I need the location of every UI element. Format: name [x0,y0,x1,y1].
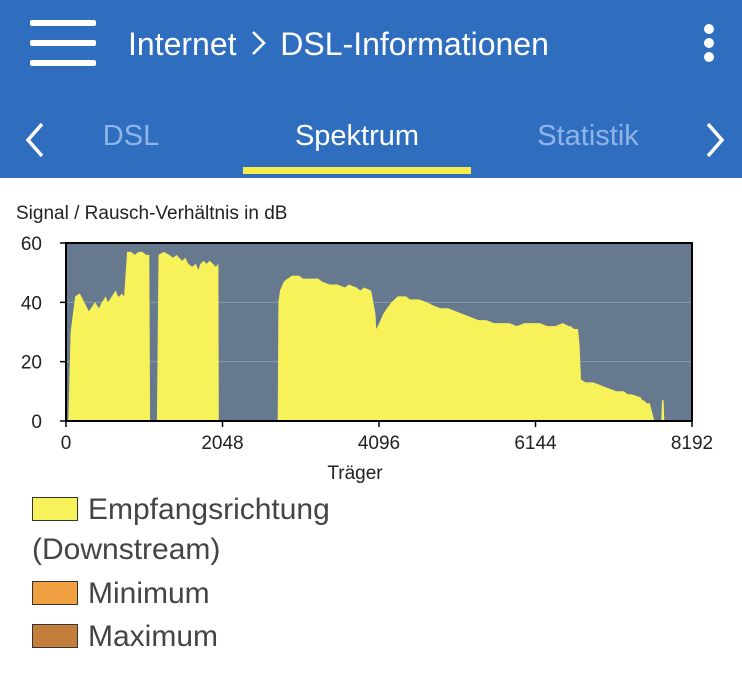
series-area-segment [661,400,665,421]
legend-item-downstream: Empfangsrichtung [32,493,330,527]
x-tick-label: 4096 [358,433,400,454]
breadcrumb: Internet DSL-Informationen [128,22,549,66]
tab-statistik[interactable]: Statistik [537,120,639,152]
chevron-right-icon [252,31,267,55]
y-tick-label: 60 [21,234,42,255]
tab-scroll-right-icon[interactable] [700,118,730,162]
legend-item-minimum: Minimum [32,577,210,611]
legend-label-maximum: Maximum [88,620,219,653]
x-axis-label: Träger [327,463,383,484]
tab-scroll-left-icon[interactable] [22,118,52,162]
x-tick-label: 8192 [671,433,713,454]
breadcrumb-parent[interactable]: Internet [128,26,237,62]
series-area-segment [277,275,655,421]
x-tick-label: 0 [61,433,72,454]
tab-dsl[interactable]: DSL [102,120,160,152]
y-tick-label: 20 [21,353,42,374]
y-tick-label: 0 [31,412,42,433]
y-tick-label: 40 [21,293,42,314]
legend-label-minimum: Minimum [88,577,210,610]
series-area-segment [68,251,151,421]
hamburger-menu-icon[interactable] [30,18,98,68]
legend-swatch-maximum [32,624,78,649]
breadcrumb-current: DSL-Informationen [280,26,549,62]
legend-label-downstream: Empfangsrichtung [88,493,330,526]
legend-swatch-minimum [32,581,78,606]
active-tab-indicator [243,167,471,174]
snr-spectrum-chart: 0 20 40 60 0 2048 4096 6144 8192 Träger [21,234,713,484]
tab-spektrum[interactable]: Spektrum [294,120,420,152]
app-bar: Internet DSL-Informationen DSL Spektrum … [0,0,742,178]
more-vertical-icon[interactable] [700,24,720,68]
legend-item-maximum: Maximum [32,620,218,654]
x-tick-label: 2048 [201,433,243,454]
legend-swatch-downstream [32,497,78,522]
series-area-segment [156,251,219,421]
legend-label-downstream-cont: (Downstream) [32,533,221,566]
chart-title: Signal / Rausch-Verhältnis in dB [16,203,288,224]
x-tick-label: 6144 [514,433,557,454]
